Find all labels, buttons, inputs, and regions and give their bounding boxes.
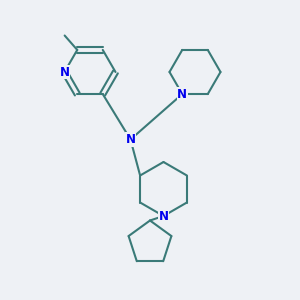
Text: N: N <box>125 133 136 146</box>
Text: N: N <box>59 65 70 79</box>
Text: N: N <box>177 88 187 100</box>
Text: N: N <box>158 209 169 223</box>
